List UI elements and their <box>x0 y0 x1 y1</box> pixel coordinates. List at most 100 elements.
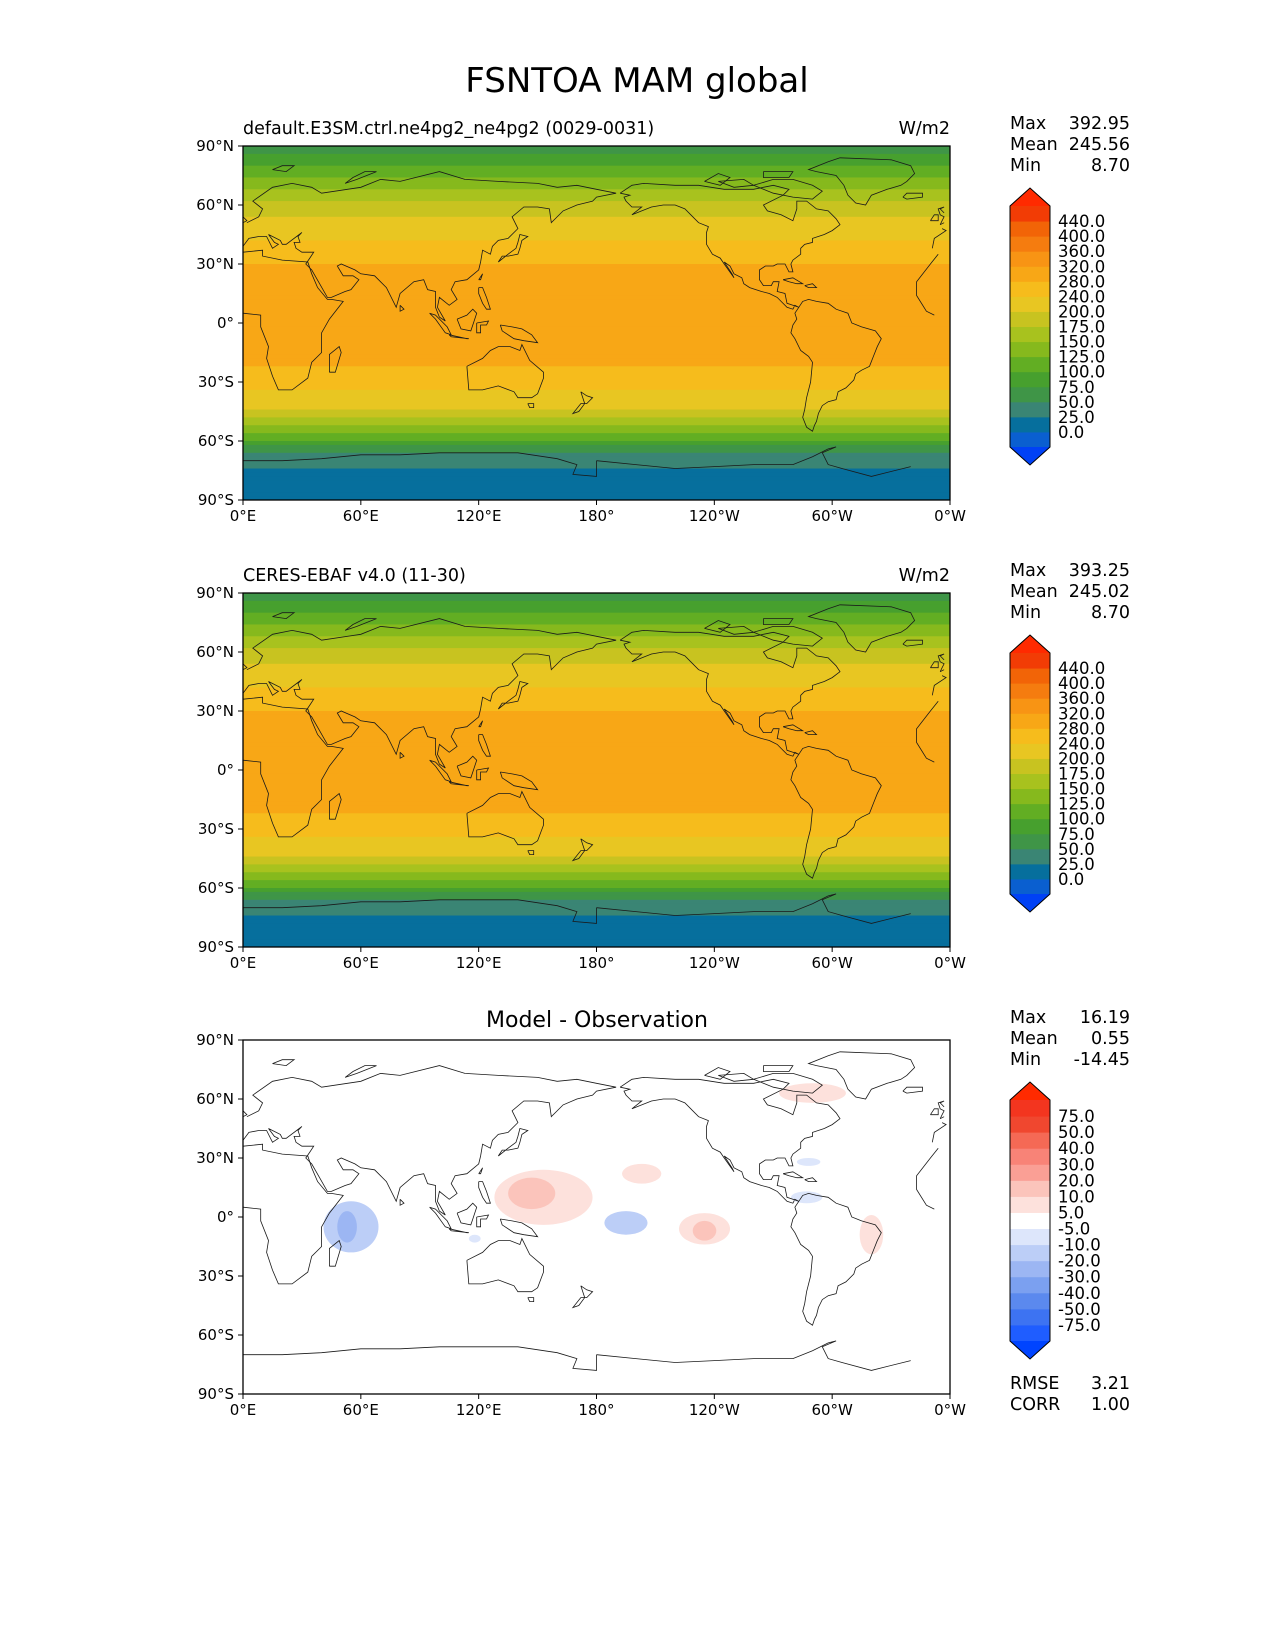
coastline <box>243 216 248 224</box>
y-tick-label: 30°N <box>196 1149 234 1167</box>
stat-label: Mean <box>1010 135 1058 155</box>
field-band <box>243 675 950 681</box>
colorbar-outline <box>1009 1081 1051 1360</box>
colorbar-label: 280.0 <box>1058 719 1105 738</box>
colorbar-segment <box>1010 416 1050 433</box>
field-band <box>243 758 950 763</box>
colorbar-segment <box>1010 1212 1050 1230</box>
field-band <box>243 181 950 186</box>
field-band <box>243 433 950 438</box>
coastline <box>527 403 535 409</box>
field-band <box>243 185 950 190</box>
colorbar-segment <box>1010 773 1050 790</box>
field-band <box>243 378 950 383</box>
field-band <box>243 437 950 442</box>
colorbar-segment <box>1010 728 1050 744</box>
coastline <box>478 1181 491 1204</box>
field-band <box>243 884 950 889</box>
field-band <box>243 848 950 854</box>
metric-label: CORR <box>1010 1395 1060 1415</box>
field-band <box>243 405 950 411</box>
coastline <box>571 391 594 415</box>
field-band <box>243 283 950 289</box>
coastlines <box>243 604 947 924</box>
panel-difference: 0°E 60°E 120°E 180° 120°W 60°W 0°W 90°N 60°N 30°N… <box>196 1008 1130 1419</box>
coastline <box>499 771 539 791</box>
field-band <box>243 193 950 198</box>
colorbar-extend-max <box>1010 1082 1050 1100</box>
metric-label: RMSE <box>1010 1374 1059 1394</box>
field-band <box>243 177 950 182</box>
coastline <box>753 1073 823 1094</box>
coastline <box>243 1065 617 1216</box>
field-band <box>243 718 950 724</box>
panel-title: default.E3SM.ctrl.ne4pg2_ne4pg2 (0029-00… <box>243 119 654 139</box>
colorbar-label: 360.0 <box>1058 242 1105 261</box>
field-band <box>243 888 950 893</box>
colorbar-segment <box>1010 1244 1050 1262</box>
colorbar-label: 175.0 <box>1058 318 1105 337</box>
field-band <box>243 448 950 454</box>
coastline <box>619 1076 841 1204</box>
colorbar-segment <box>1010 818 1050 835</box>
colorbar-label: 0.0 <box>1058 423 1084 442</box>
field-band <box>243 679 950 685</box>
y-tick-label: 30°N <box>196 255 234 273</box>
field-band <box>243 880 950 885</box>
coastline <box>931 228 947 249</box>
field-band <box>243 683 950 688</box>
coastline <box>429 1206 452 1230</box>
field-band <box>243 256 950 261</box>
field-band <box>243 832 950 838</box>
coastline <box>930 1108 939 1116</box>
field-band <box>243 275 950 281</box>
field-band <box>243 323 950 328</box>
colorbar-extend-max <box>1010 188 1050 206</box>
field-band <box>243 480 950 485</box>
colorbar-label: 100.0 <box>1058 363 1105 382</box>
field-band <box>243 608 950 614</box>
field-band <box>243 413 950 418</box>
y-tick-label: 0° <box>217 314 234 332</box>
colorbar-extend-min <box>1010 447 1050 465</box>
colorbar-label: 25.0 <box>1058 855 1095 874</box>
field-band <box>243 240 950 245</box>
colorbar: 440.0400.0360.0320.0280.0240.0200.0175.0… <box>1009 187 1105 466</box>
field-band <box>243 476 950 481</box>
colorbar-segment <box>1010 713 1050 729</box>
y-tick-label: 30°S <box>198 1267 234 1285</box>
coastline <box>940 222 945 226</box>
stat-value: 16.19 <box>1080 1008 1130 1028</box>
field-band <box>243 943 950 947</box>
colorbar-segment <box>1010 1164 1050 1181</box>
coastline <box>804 730 818 735</box>
field-band <box>243 326 950 332</box>
coastline <box>596 446 911 477</box>
field-band <box>243 754 950 759</box>
coastline <box>466 1237 544 1293</box>
colorbar-label: 125.0 <box>1058 795 1105 814</box>
field-band <box>243 311 950 316</box>
coastline <box>782 1171 805 1179</box>
x-tick-label: 60°E <box>343 1401 379 1419</box>
y-tick-label: 90°N <box>196 584 234 602</box>
field-band <box>243 350 950 356</box>
field-band <box>243 488 950 493</box>
coastline <box>243 1346 597 1371</box>
field-band <box>243 762 950 767</box>
x-tick-label: 0°E <box>230 1401 257 1419</box>
coastline <box>399 1199 405 1206</box>
field-band <box>243 860 950 865</box>
field-band <box>243 785 950 791</box>
field-band <box>243 267 950 273</box>
coastline <box>466 790 544 846</box>
colorbar-segment <box>1010 1132 1050 1149</box>
field-band <box>243 691 950 696</box>
field-band <box>243 864 950 869</box>
coastline <box>448 1228 469 1234</box>
colorbar-label: 10.0 <box>1058 1187 1095 1206</box>
field-band <box>243 484 950 489</box>
x-tick-label: 60°W <box>811 507 853 525</box>
field-band <box>243 342 950 348</box>
coastline <box>497 234 529 263</box>
